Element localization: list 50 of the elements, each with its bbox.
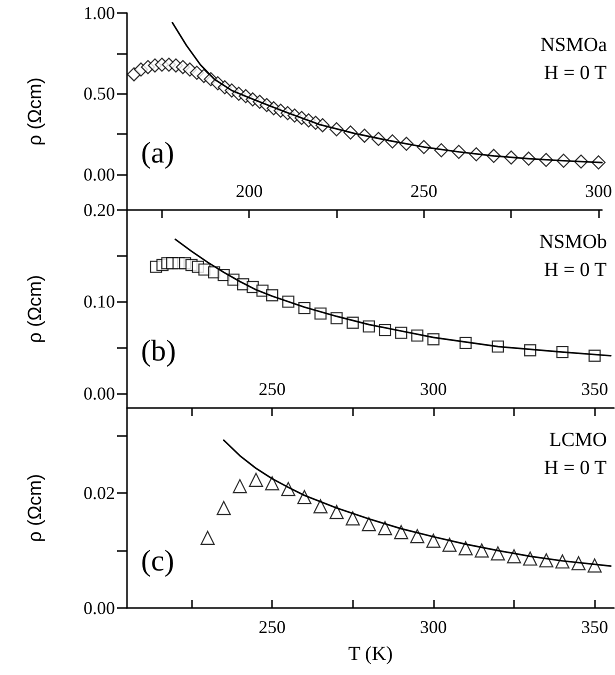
x-tick-label: 250 bbox=[258, 617, 286, 637]
point bbox=[265, 476, 280, 490]
x-tick-label: 200 bbox=[236, 181, 263, 201]
annotation: (a) bbox=[141, 136, 174, 170]
x-tick-label: 300 bbox=[420, 379, 447, 399]
x-tick-label: 350 bbox=[581, 617, 608, 637]
y-tick-label: 1.00 bbox=[84, 3, 115, 23]
annotation: (c) bbox=[141, 544, 174, 578]
point bbox=[330, 504, 344, 520]
point bbox=[410, 529, 424, 544]
annotation: H = 0 T bbox=[544, 457, 607, 479]
point bbox=[523, 551, 538, 566]
x-tick-label: 300 bbox=[585, 181, 612, 201]
y-axis-title: ρ (Ωcm) bbox=[25, 474, 46, 542]
point bbox=[394, 525, 408, 540]
x-tick-label: 250 bbox=[410, 181, 438, 201]
annotation: NSMOb bbox=[539, 231, 608, 253]
point bbox=[200, 530, 215, 545]
annotation: H = 0 T bbox=[544, 259, 607, 281]
y-axis-title: ρ (Ωcm) bbox=[25, 274, 46, 344]
point bbox=[248, 472, 264, 487]
annotation: H = 0 T bbox=[544, 62, 607, 84]
point bbox=[442, 538, 457, 552]
point bbox=[426, 534, 440, 548]
x-tick-label: 300 bbox=[420, 617, 447, 637]
y-tick-label: 0.00 bbox=[84, 598, 115, 618]
point bbox=[539, 553, 554, 568]
point bbox=[313, 499, 328, 514]
x-tick-label: 350 bbox=[581, 379, 608, 399]
y-tick-label: 0.02 bbox=[84, 483, 115, 504]
point bbox=[458, 541, 473, 556]
x-tick-label: 250 bbox=[258, 379, 286, 399]
annotation: NSMOa bbox=[540, 34, 608, 56]
annotation: (b) bbox=[141, 334, 176, 368]
point bbox=[506, 549, 522, 564]
point bbox=[216, 500, 231, 516]
point bbox=[232, 479, 247, 494]
y-tick-label: 0.50 bbox=[84, 84, 115, 104]
y-tick-label: 0.00 bbox=[84, 164, 115, 184]
x-axis-title: T (K) bbox=[348, 643, 393, 665]
y-tick-label: 0.10 bbox=[84, 292, 115, 312]
point bbox=[346, 511, 360, 526]
point bbox=[362, 516, 376, 532]
point bbox=[378, 521, 392, 536]
point bbox=[490, 546, 505, 560]
annotation: LCMO bbox=[549, 429, 608, 451]
y-tick-label: 0.20 bbox=[84, 200, 115, 220]
y-axis-title: ρ (Ωcm) bbox=[25, 77, 46, 146]
y-tick-label: 0.00 bbox=[84, 383, 115, 404]
point bbox=[474, 543, 489, 558]
